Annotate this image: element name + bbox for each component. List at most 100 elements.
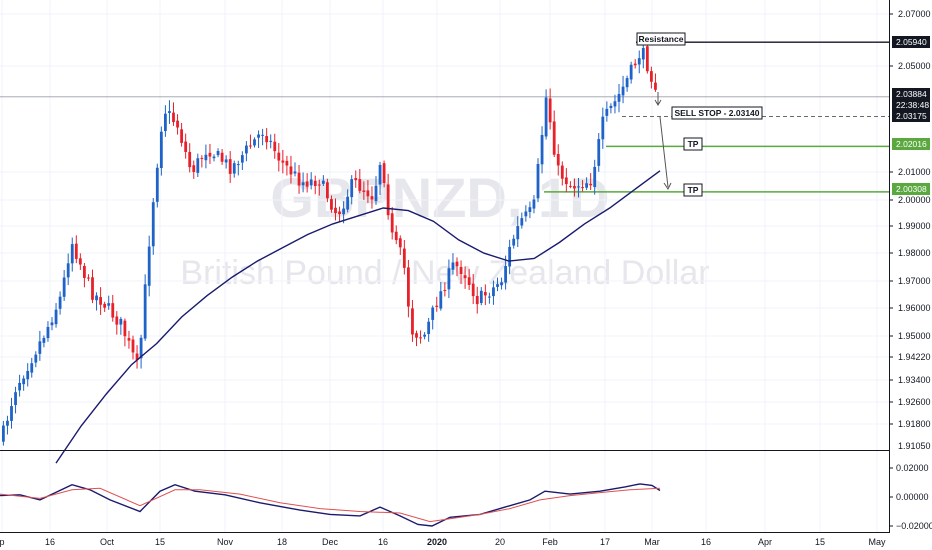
- candle-body[interactable]: [456, 262, 459, 267]
- candle-body[interactable]: [585, 183, 588, 188]
- candle-body[interactable]: [148, 247, 151, 286]
- price-axis[interactable]: 2.07000 2.05000 2.01000 2.00000 1.99000 1.980…: [889, 9, 931, 451]
- candle-body[interactable]: [435, 306, 438, 307]
- candle-body[interactable]: [427, 322, 430, 334]
- candle-body[interactable]: [83, 266, 86, 278]
- candle-body[interactable]: [196, 158, 199, 173]
- candle-body[interactable]: [128, 338, 131, 341]
- candle-body[interactable]: [34, 355, 37, 363]
- candle-body[interactable]: [164, 114, 167, 131]
- candle-body[interactable]: [561, 166, 564, 179]
- candle-body[interactable]: [265, 136, 268, 142]
- candle-body[interactable]: [460, 267, 463, 274]
- candle-body[interactable]: [439, 291, 442, 308]
- candle-body[interactable]: [387, 184, 390, 215]
- candle-body[interactable]: [115, 317, 118, 325]
- candle-body[interactable]: [638, 58, 641, 64]
- candle-body[interactable]: [391, 213, 394, 232]
- candle-body[interactable]: [541, 135, 544, 164]
- candle-body[interactable]: [71, 244, 74, 263]
- candle-body[interactable]: [253, 139, 256, 145]
- candle-body[interactable]: [59, 297, 62, 309]
- candle-body[interactable]: [14, 392, 17, 405]
- candle-body[interactable]: [156, 168, 159, 202]
- candle-body[interactable]: [18, 383, 21, 390]
- candle-body[interactable]: [152, 202, 155, 246]
- candle-body[interactable]: [553, 121, 556, 154]
- candle-body[interactable]: [132, 340, 135, 353]
- candle-body[interactable]: [597, 139, 600, 166]
- candle-body[interactable]: [306, 181, 309, 186]
- candle-body[interactable]: [512, 239, 515, 246]
- candle-body[interactable]: [47, 327, 50, 338]
- candle-body[interactable]: [338, 212, 341, 214]
- candle-body[interactable]: [87, 278, 90, 279]
- candle-body[interactable]: [476, 296, 479, 304]
- candles[interactable]: [2, 38, 657, 446]
- candle-body[interactable]: [654, 83, 657, 90]
- candle-body[interactable]: [286, 161, 289, 166]
- candle-body[interactable]: [95, 296, 98, 301]
- tp2-annotation[interactable]: TP: [684, 184, 702, 196]
- candle-body[interactable]: [524, 211, 527, 216]
- candle-body[interactable]: [614, 101, 617, 106]
- candle-body[interactable]: [371, 196, 374, 199]
- candle-body[interactable]: [172, 113, 175, 123]
- candle-body[interactable]: [294, 171, 297, 173]
- candle-body[interactable]: [188, 152, 191, 167]
- candle-body[interactable]: [375, 186, 378, 201]
- candle-body[interactable]: [480, 291, 483, 303]
- candle-body[interactable]: [229, 159, 232, 174]
- candle-body[interactable]: [573, 186, 576, 188]
- candle-body[interactable]: [310, 179, 313, 185]
- candle-body[interactable]: [6, 421, 9, 426]
- candle-body[interactable]: [269, 141, 272, 142]
- candle-body[interactable]: [38, 341, 41, 353]
- candle-body[interactable]: [10, 406, 13, 421]
- candle-body[interactable]: [225, 159, 228, 162]
- candle-body[interactable]: [622, 87, 625, 96]
- candle-body[interactable]: [261, 135, 264, 136]
- candle-body[interactable]: [354, 178, 357, 180]
- candle-body[interactable]: [22, 379, 25, 385]
- candle-body[interactable]: [358, 179, 361, 191]
- candle-body[interactable]: [630, 65, 633, 80]
- candle-body[interactable]: [99, 297, 102, 305]
- candle-body[interactable]: [326, 182, 329, 198]
- candle-body[interactable]: [322, 181, 325, 184]
- candle-body[interactable]: [415, 333, 418, 337]
- candle-body[interactable]: [520, 218, 523, 225]
- candle-body[interactable]: [443, 290, 446, 291]
- candle-body[interactable]: [302, 182, 305, 185]
- candle-body[interactable]: [290, 166, 293, 174]
- candle-body[interactable]: [192, 165, 195, 172]
- time-axis[interactable]: p 16 Oct 15 Nov 18 Dec 16 2020 20 Feb 17 Mar 16 Apr 15 M…: [0, 537, 886, 547]
- candle-body[interactable]: [484, 292, 487, 295]
- candle-body[interactable]: [237, 164, 240, 165]
- candle-body[interactable]: [646, 46, 649, 71]
- candle-body[interactable]: [144, 284, 147, 338]
- candle-body[interactable]: [411, 308, 414, 334]
- oscillator-axis[interactable]: 0.02000 0.00000 −0.02000: [889, 463, 932, 531]
- candle-body[interactable]: [626, 78, 629, 87]
- candle-body[interactable]: [55, 310, 58, 324]
- candle-body[interactable]: [379, 165, 382, 184]
- candle-body[interactable]: [634, 64, 637, 66]
- candle-body[interactable]: [43, 338, 46, 343]
- candle-body[interactable]: [593, 167, 596, 187]
- candle-body[interactable]: [233, 163, 236, 173]
- candle-body[interactable]: [350, 179, 353, 197]
- candle-body[interactable]: [500, 282, 503, 285]
- candle-body[interactable]: [496, 284, 499, 287]
- candle-body[interactable]: [403, 249, 406, 268]
- candle-body[interactable]: [180, 129, 183, 143]
- candle-body[interactable]: [281, 161, 284, 163]
- candle-body[interactable]: [650, 71, 653, 82]
- candle-body[interactable]: [508, 247, 511, 267]
- sell-stop-annotation[interactable]: SELL STOP - 2.03140: [672, 107, 762, 119]
- candle-body[interactable]: [124, 321, 127, 337]
- candle-body[interactable]: [200, 158, 203, 159]
- candle-body[interactable]: [277, 153, 280, 161]
- candle-body[interactable]: [205, 155, 208, 160]
- candle-body[interactable]: [330, 199, 333, 210]
